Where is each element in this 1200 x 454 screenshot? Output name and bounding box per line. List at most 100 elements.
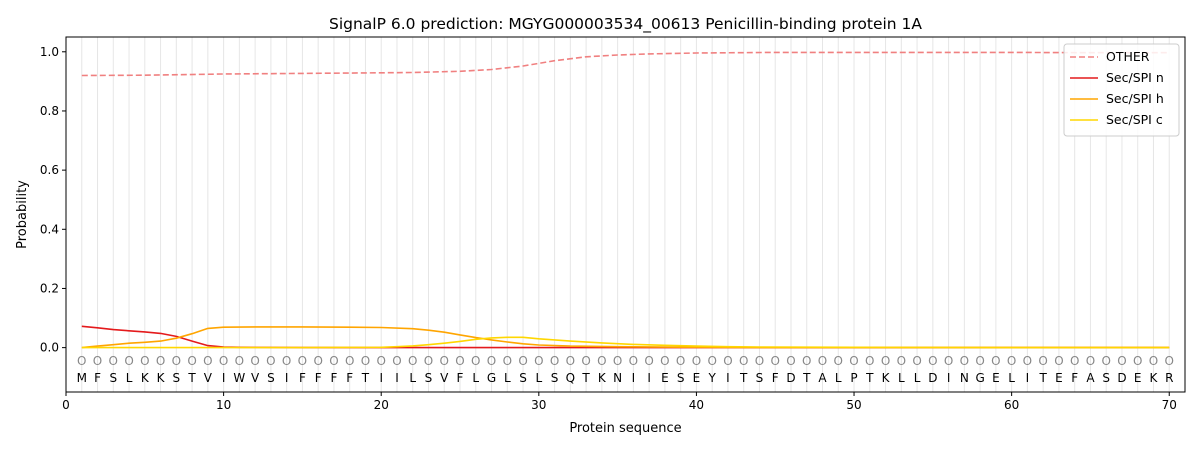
residue-label: V	[204, 371, 213, 385]
position-label: O	[408, 354, 417, 368]
position-label: O	[566, 354, 575, 368]
residue-label: D	[1117, 371, 1126, 385]
position-label: O	[881, 354, 890, 368]
residue-label: V	[251, 371, 260, 385]
x-tick-label: 50	[846, 398, 861, 412]
residue-label: A	[818, 371, 827, 385]
residue-label: E	[1055, 371, 1063, 385]
residue-label: D	[786, 371, 795, 385]
residue-label: L	[914, 371, 921, 385]
position-label: O	[1007, 354, 1016, 368]
y-tick-label: 0.2	[40, 281, 59, 295]
position-label: O	[1023, 354, 1032, 368]
residue-label: I	[222, 371, 226, 385]
residue-label: Q	[566, 371, 575, 385]
position-label: O	[1086, 354, 1095, 368]
residue-label: W	[233, 371, 245, 385]
position-label: O	[518, 354, 527, 368]
sequence-layer: OMOFOSOLOKOKOSOTOVOIOWOVOSOIOFOFOFOFOTOI…	[77, 354, 1174, 385]
residue-label: V	[440, 371, 449, 385]
position-label: O	[1101, 354, 1110, 368]
position-label: O	[991, 354, 1000, 368]
x-tick-label: 10	[216, 398, 231, 412]
residue-label: S	[425, 371, 433, 385]
position-label: O	[629, 354, 638, 368]
residue-label: F	[330, 371, 337, 385]
position-label: O	[140, 354, 149, 368]
position-label: O	[156, 354, 165, 368]
residue-label: R	[1165, 371, 1173, 385]
legend-label: OTHER	[1106, 49, 1150, 64]
position-label: O	[1149, 354, 1158, 368]
position-label: O	[487, 354, 496, 368]
residue-label: K	[1150, 371, 1159, 385]
legend-box	[1063, 43, 1180, 137]
residue-label: E	[693, 371, 701, 385]
residue-label: I	[379, 371, 383, 385]
position-label: O	[124, 354, 133, 368]
position-label: O	[345, 354, 354, 368]
position-label: O	[723, 354, 732, 368]
series-line-sec-spi-h	[81, 326, 1170, 349]
residue-label: S	[677, 371, 685, 385]
position-label: O	[361, 354, 370, 368]
residue-label: S	[173, 371, 181, 385]
residue-label: N	[613, 371, 622, 385]
legend-label: Sec/SPI c	[1106, 112, 1163, 127]
residue-label: G	[975, 371, 984, 385]
residue-label: N	[960, 371, 969, 385]
position-label: O	[834, 354, 843, 368]
residue-label: I	[285, 371, 289, 385]
y-tick-label: 0.8	[40, 104, 59, 118]
x-axis-label: Protein sequence	[569, 421, 681, 436]
x-tick-label: 0	[62, 398, 70, 412]
y-tick-label: 0.0	[40, 341, 59, 355]
x-tick-label: 20	[374, 398, 389, 412]
residue-label: L	[1008, 371, 1015, 385]
position-label: O	[282, 354, 291, 368]
x-tick-label: 40	[689, 398, 704, 412]
position-label: O	[581, 354, 590, 368]
residue-label: I	[395, 371, 399, 385]
residue-label: S	[551, 371, 559, 385]
position-label: O	[928, 354, 937, 368]
position-label: O	[897, 354, 906, 368]
y-axis-label: Probability	[15, 180, 30, 249]
legend-label: Sec/SPI n	[1106, 70, 1164, 85]
residue-label: L	[504, 371, 511, 385]
position-label: O	[440, 354, 449, 368]
position-label: O	[1054, 354, 1063, 368]
position-label: O	[692, 354, 701, 368]
series-line-sec-spi-c	[81, 336, 1170, 349]
residue-label: I	[726, 371, 730, 385]
residue-label: T	[187, 371, 196, 385]
position-label: O	[219, 354, 228, 368]
axes-frame	[65, 36, 1186, 393]
position-label: O	[660, 354, 669, 368]
position-label: O	[739, 354, 748, 368]
position-label: O	[597, 354, 606, 368]
residue-label: F	[299, 371, 306, 385]
series-layer	[81, 51, 1170, 349]
x-tick-label: 30	[531, 398, 546, 412]
x-tick-label: 70	[1162, 398, 1177, 412]
position-label: O	[503, 354, 512, 368]
x-tick-label: 60	[1004, 398, 1019, 412]
residue-label: I	[947, 371, 951, 385]
position-label: O	[93, 354, 102, 368]
position-label: O	[644, 354, 653, 368]
residue-label: S	[519, 371, 527, 385]
residue-label: I	[647, 371, 651, 385]
residue-label: I	[632, 371, 636, 385]
residue-label: L	[472, 371, 479, 385]
position-label: O	[818, 354, 827, 368]
position-label: O	[786, 354, 795, 368]
y-tick-label: 0.6	[40, 163, 59, 177]
position-label: O	[912, 354, 921, 368]
position-label: O	[755, 354, 764, 368]
residue-label: T	[865, 371, 874, 385]
residue-label: S	[756, 371, 764, 385]
position-label: O	[313, 354, 322, 368]
